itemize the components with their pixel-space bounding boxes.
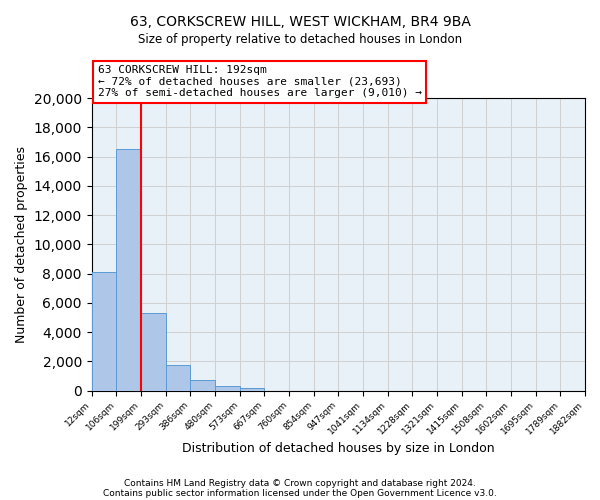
Bar (190, 380, 215, 390)
Bar (215, 386, 239, 390)
Bar (141, 313, 166, 390)
Text: Contains public sector information licensed under the Open Government Licence v3: Contains public sector information licen… (103, 488, 497, 498)
Text: 63 CORKSCREW HILL: 192sqm
← 72% of detached houses are smaller (23,693)
27% of s: 63 CORKSCREW HILL: 192sqm ← 72% of detac… (98, 65, 422, 98)
Text: Size of property relative to detached houses in London: Size of property relative to detached ho… (138, 32, 462, 46)
Text: Contains HM Land Registry data © Crown copyright and database right 2024.: Contains HM Land Registry data © Crown c… (124, 478, 476, 488)
Y-axis label: Number of detached properties: Number of detached properties (15, 146, 28, 343)
X-axis label: Distribution of detached houses by size in London: Distribution of detached houses by size … (182, 442, 494, 455)
Bar (92, 272, 116, 390)
Bar (239, 388, 265, 390)
Bar (116, 150, 141, 390)
Text: 63, CORKSCREW HILL, WEST WICKHAM, BR4 9BA: 63, CORKSCREW HILL, WEST WICKHAM, BR4 9B… (130, 15, 470, 29)
Bar (166, 365, 190, 390)
